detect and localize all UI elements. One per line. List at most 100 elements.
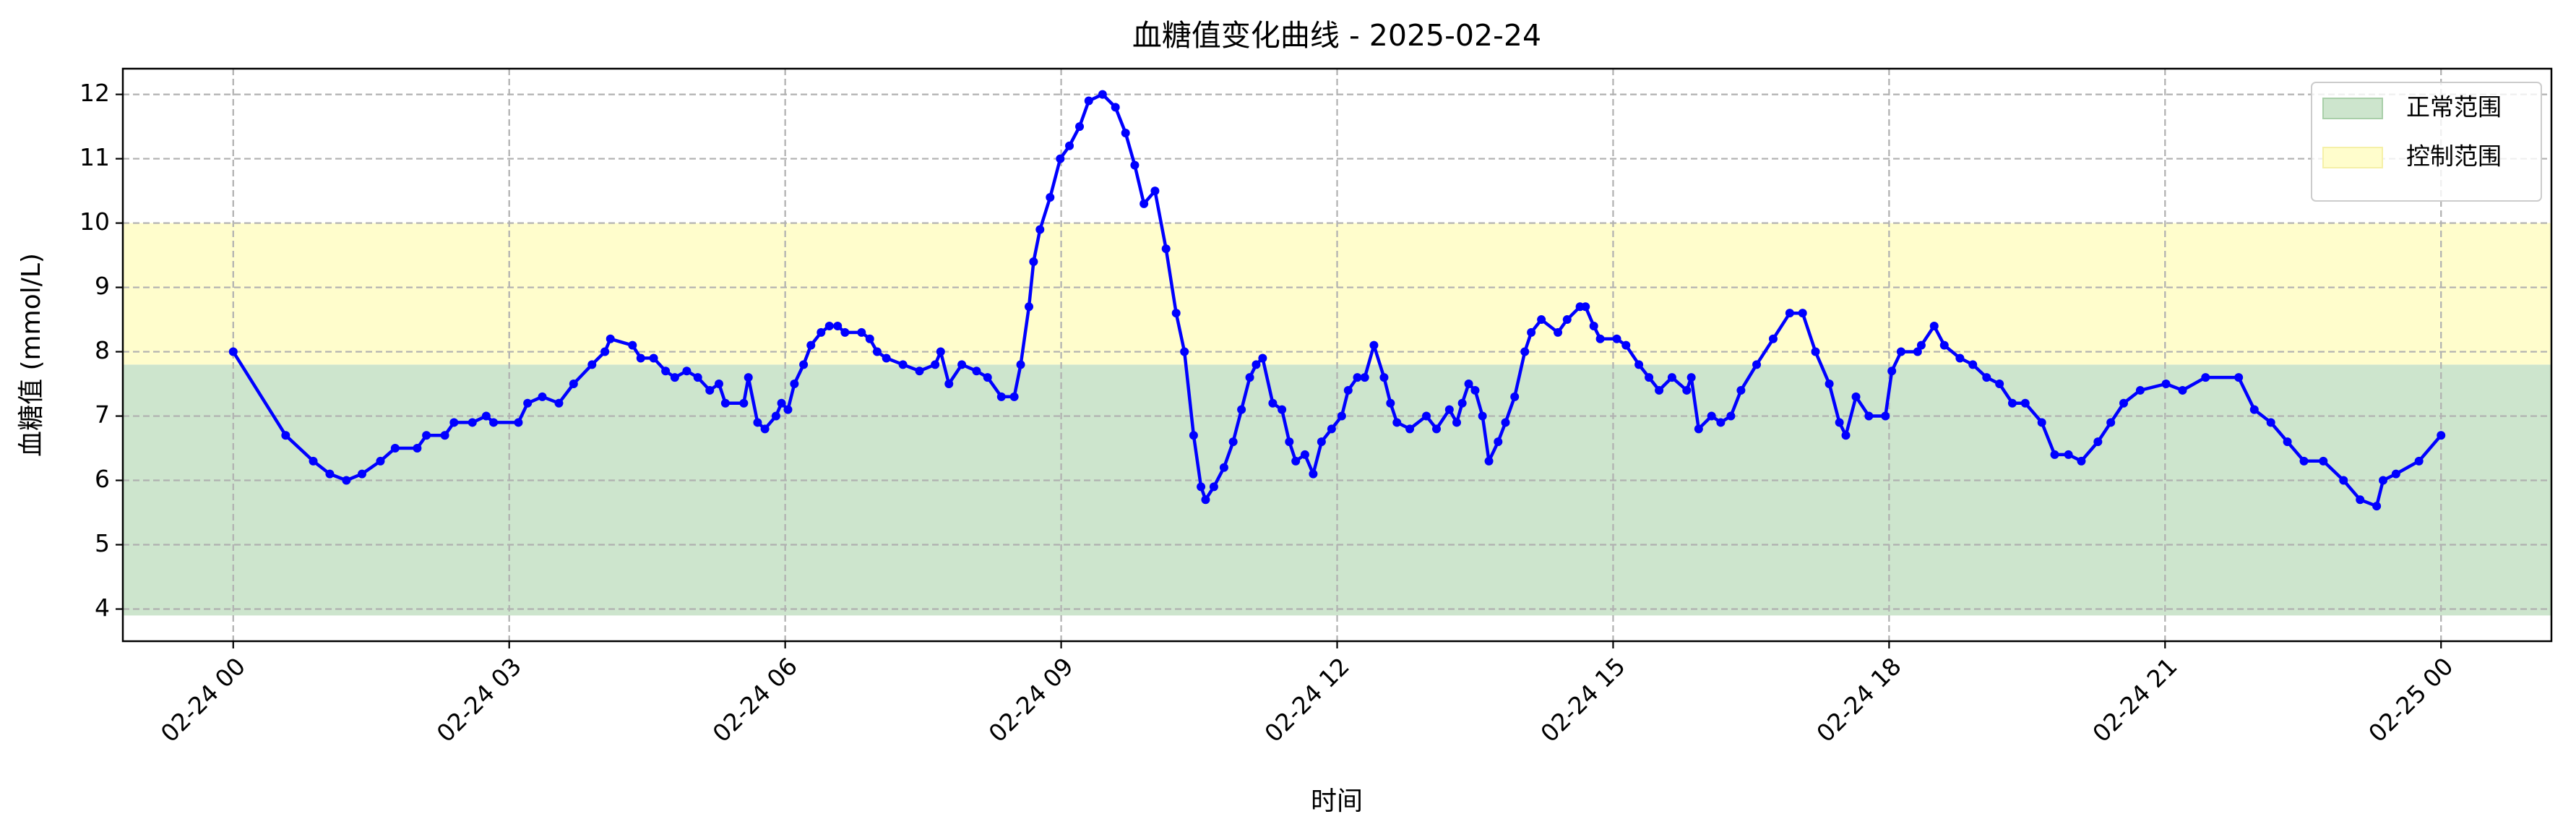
data-point <box>996 392 1006 401</box>
x-tick-label: 02-24 03 <box>431 652 527 747</box>
data-point <box>1595 334 1605 343</box>
data-point <box>915 367 924 376</box>
data-point <box>1768 334 1778 343</box>
data-point <box>1452 418 1462 427</box>
x-tick-label: 02-24 09 <box>983 652 1078 747</box>
data-point <box>325 469 335 479</box>
data-point <box>799 360 809 369</box>
data-point <box>309 456 318 466</box>
data-point <box>1009 392 1019 401</box>
data-point <box>1484 456 1494 466</box>
data-point <box>1881 411 1890 421</box>
data-point <box>1811 347 1820 356</box>
y-tick-label: 6 <box>95 465 110 493</box>
data-point <box>670 373 679 382</box>
data-point <box>1554 327 1563 337</box>
data-point <box>600 347 610 356</box>
y-tick-label: 11 <box>79 143 110 171</box>
data-point <box>1494 437 1503 447</box>
data-point <box>390 444 400 453</box>
data-point <box>972 367 981 376</box>
data-point <box>2356 495 2365 505</box>
data-point <box>376 456 385 466</box>
data-point <box>1309 469 1318 479</box>
x-tick-label: 02-24 21 <box>2087 652 2182 747</box>
data-point <box>1887 367 1897 376</box>
data-point <box>587 360 597 369</box>
data-point <box>1835 418 1844 427</box>
data-point <box>1655 385 1664 395</box>
data-point <box>1219 463 1228 472</box>
data-point <box>1916 340 1926 350</box>
data-point <box>693 373 702 382</box>
data-point <box>2064 450 2073 459</box>
data-point <box>1444 405 1454 414</box>
data-point <box>983 373 992 382</box>
data-point <box>413 444 422 453</box>
data-point <box>422 431 431 440</box>
data-point <box>1285 437 1294 447</box>
data-point <box>358 469 367 479</box>
data-point <box>1736 385 1746 395</box>
grid <box>123 69 2551 641</box>
data-point <box>2266 418 2275 427</box>
x-tick-label: 02-25 00 <box>2363 652 2458 747</box>
data-point <box>1065 141 1074 150</box>
data-point <box>1464 380 1473 389</box>
data-point <box>1581 302 1590 312</box>
legend-swatch <box>2322 147 2383 168</box>
data-point <box>1421 411 1431 421</box>
data-point <box>489 418 499 427</box>
data-point <box>1245 373 1254 382</box>
data-point <box>1209 482 1218 492</box>
data-point <box>2020 398 2030 408</box>
y-axis-label: 血糖值 (mmol/L) <box>17 253 46 457</box>
data-point <box>1825 380 1834 389</box>
data-point <box>1621 340 1631 350</box>
data-point <box>1667 373 1676 382</box>
data-point <box>1121 128 1130 137</box>
data-point <box>2249 405 2259 414</box>
data-point <box>1995 380 2004 389</box>
data-point <box>771 411 780 421</box>
data-point <box>1841 431 1851 440</box>
data-point <box>2106 418 2116 427</box>
data-point <box>1716 418 1726 427</box>
data-point <box>760 424 770 434</box>
data-point <box>569 380 578 389</box>
data-point <box>705 385 715 395</box>
data-point <box>882 353 891 363</box>
data-point <box>857 327 866 337</box>
data-point <box>1982 373 1991 382</box>
data-point <box>898 360 908 369</box>
data-point <box>2283 437 2292 447</box>
data-point <box>2161 380 2171 389</box>
data-point <box>1392 418 1402 427</box>
data-point <box>554 398 564 408</box>
data-point <box>1098 90 1107 99</box>
x-tick-label: 02-24 12 <box>1259 652 1354 747</box>
data-point <box>1025 302 1034 312</box>
data-point <box>342 476 351 485</box>
data-point <box>2201 373 2210 382</box>
data-point <box>806 340 816 350</box>
data-point <box>2077 456 2086 466</box>
data-point <box>1111 103 1120 112</box>
data-point <box>1161 244 1171 254</box>
data-point <box>1317 437 1326 447</box>
data-point <box>649 353 658 363</box>
data-point <box>2391 469 2400 479</box>
x-tick-label: 02-24 18 <box>1811 652 1906 747</box>
data-point <box>2234 373 2244 382</box>
data-point <box>1337 411 1346 421</box>
data-point <box>636 353 645 363</box>
y-tick-label: 4 <box>95 593 110 622</box>
data-point <box>1084 96 1093 106</box>
data-point <box>1268 398 1278 408</box>
data-point <box>468 418 477 427</box>
data-point <box>1527 327 1536 337</box>
y-tick-label: 9 <box>95 272 110 300</box>
data-point <box>1300 450 1309 459</box>
data-point <box>2379 476 2388 485</box>
